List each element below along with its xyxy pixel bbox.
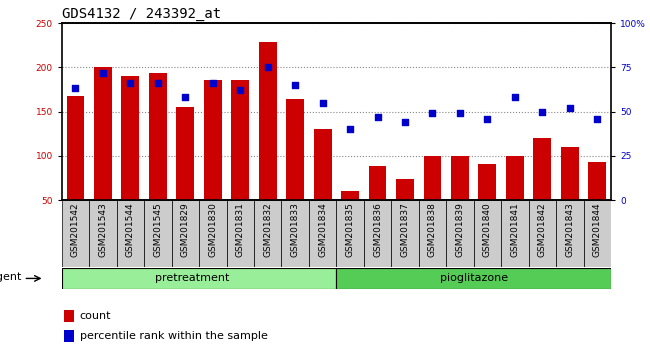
Point — [345, 126, 356, 132]
Bar — [588, 162, 606, 244]
Bar — [446, 200, 474, 267]
Bar — [144, 200, 172, 267]
Point — [125, 80, 136, 86]
Text: GSM201833: GSM201833 — [291, 202, 300, 257]
Bar — [419, 200, 446, 267]
Bar — [281, 200, 309, 267]
Text: count: count — [79, 311, 111, 321]
Point — [510, 95, 520, 100]
Point — [427, 110, 437, 116]
Text: GSM201836: GSM201836 — [373, 202, 382, 257]
Text: pretreatment: pretreatment — [155, 273, 229, 284]
Point — [372, 114, 383, 120]
Bar — [556, 200, 584, 267]
Bar — [66, 96, 84, 244]
Bar — [337, 268, 611, 289]
Bar — [506, 156, 524, 244]
Text: percentile rank within the sample: percentile rank within the sample — [79, 331, 268, 341]
Bar — [341, 191, 359, 244]
Point — [317, 100, 328, 105]
Bar — [172, 200, 199, 267]
Point — [400, 119, 410, 125]
Bar — [149, 73, 167, 244]
Bar — [364, 200, 391, 267]
Text: GSM201841: GSM201841 — [510, 202, 519, 257]
Bar — [391, 200, 419, 267]
Bar — [474, 200, 501, 267]
Bar — [584, 200, 611, 267]
Bar — [561, 147, 579, 244]
Text: GSM201544: GSM201544 — [126, 202, 135, 257]
Bar — [122, 76, 139, 244]
Point — [70, 86, 81, 91]
Bar — [259, 42, 277, 244]
Text: GSM201835: GSM201835 — [346, 202, 355, 257]
Text: GSM201837: GSM201837 — [400, 202, 410, 257]
Bar — [534, 138, 551, 244]
Bar — [286, 99, 304, 244]
Point — [592, 116, 603, 121]
Bar — [309, 200, 337, 267]
Point — [482, 116, 493, 121]
Point — [290, 82, 300, 88]
Bar — [231, 80, 249, 244]
Bar — [254, 200, 281, 267]
Text: agent: agent — [0, 273, 21, 282]
Text: GSM201542: GSM201542 — [71, 202, 80, 257]
Text: GSM201545: GSM201545 — [153, 202, 162, 257]
Bar — [451, 156, 469, 244]
Bar — [424, 156, 441, 244]
Text: GSM201832: GSM201832 — [263, 202, 272, 257]
Bar — [176, 107, 194, 244]
Text: GSM201839: GSM201839 — [456, 202, 465, 257]
Text: GSM201831: GSM201831 — [236, 202, 245, 257]
Point — [180, 95, 190, 100]
Bar — [369, 166, 387, 244]
Bar — [396, 179, 414, 244]
Text: GDS4132 / 243392_at: GDS4132 / 243392_at — [62, 7, 221, 21]
Point — [98, 70, 108, 75]
Bar — [501, 200, 528, 267]
Text: GSM201830: GSM201830 — [208, 202, 217, 257]
Text: GSM201834: GSM201834 — [318, 202, 327, 257]
Bar — [199, 200, 227, 267]
Bar — [227, 200, 254, 267]
Bar — [62, 200, 89, 267]
Bar — [478, 164, 497, 244]
Point — [153, 80, 163, 86]
Text: pioglitazone: pioglitazone — [439, 273, 508, 284]
Bar — [64, 330, 74, 342]
Bar — [528, 200, 556, 267]
Point — [235, 87, 246, 93]
Bar — [62, 268, 337, 289]
Bar — [337, 200, 364, 267]
Bar — [64, 310, 74, 322]
Point — [207, 80, 218, 86]
Bar — [204, 80, 222, 244]
Text: GSM201844: GSM201844 — [593, 202, 602, 257]
Text: GSM201543: GSM201543 — [98, 202, 107, 257]
Bar — [94, 67, 112, 244]
Text: GSM201843: GSM201843 — [566, 202, 575, 257]
Text: GSM201829: GSM201829 — [181, 202, 190, 257]
Point — [455, 110, 465, 116]
Bar — [89, 200, 117, 267]
Point — [565, 105, 575, 111]
Text: GSM201838: GSM201838 — [428, 202, 437, 257]
Point — [537, 109, 547, 114]
Bar — [117, 200, 144, 267]
Text: GSM201840: GSM201840 — [483, 202, 492, 257]
Text: GSM201842: GSM201842 — [538, 202, 547, 257]
Bar — [314, 129, 332, 244]
Point — [263, 64, 273, 70]
